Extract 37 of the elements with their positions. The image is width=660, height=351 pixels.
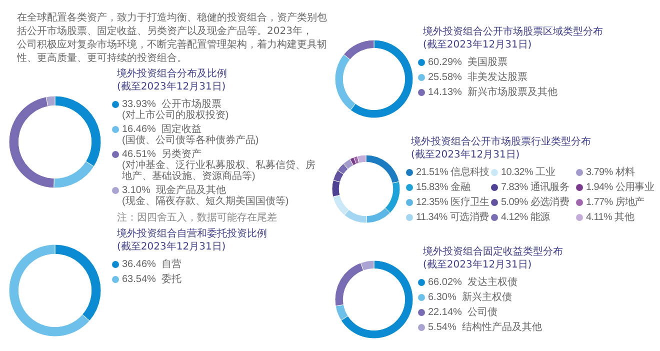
legend-label: 4.12% 能源	[501, 212, 550, 223]
chart-title: 境外投资组合公开市场股票区域类型分布	[422, 26, 603, 38]
text: 注：因四舍五入，数据可能存在尾差	[117, 212, 277, 224]
legend-label: 16.46% 固定收益 (国债、公司债等各种债券产品)	[122, 124, 260, 146]
legend-label: 15.83% 金融	[416, 182, 470, 193]
legend-label: 4.11% 其他	[586, 212, 634, 223]
legend-label: 5.54% 结构性产品及其他	[428, 322, 542, 333]
chart-title: 境外投资组合自营和委托投资比例	[116, 228, 267, 240]
chart-subtitle: (截至2023年12月31日)	[423, 38, 532, 50]
chart-subtitle: (截至2023年12月31日)	[423, 258, 532, 270]
chart-subtitle: (截至2023年12月31日)	[117, 240, 226, 252]
legend-label: 3.10% 现金产品及其他 (现金、隔夜存款、短久期美国国债等)	[122, 185, 290, 207]
chart-subtitle: (截至2023年12月31日)	[411, 148, 520, 160]
legend-label: 11.34% 可选消费	[416, 212, 489, 223]
legend-label: 66.02% 发达主权债	[428, 277, 518, 288]
legend-label: 33.93% 公开市场股票 (对上市公司的股权投资)	[122, 99, 230, 121]
legend-label: 25.58% 非美发达股票	[428, 72, 528, 83]
legend-label: 5.09% 必选消费	[501, 197, 570, 208]
legend-label: 21.51% 信息科技	[416, 167, 490, 178]
legend-label: 6.30% 新兴主权债	[428, 292, 512, 303]
legend-label: 46.51% 另类资产 (对冲基金、泛行业私募股权、私募信贷、房地产、基础设施、资源商品等)	[122, 149, 316, 182]
legend-label: 60.29% 美国股票	[428, 57, 508, 68]
legend-label: 1.77% 房地产	[586, 197, 644, 208]
chart-title: 境外投资组合分布及比例	[116, 68, 227, 80]
legend-label: 22.14% 公司债	[428, 307, 498, 318]
chart-title: 境外投资组合固定收益类型分布	[422, 246, 563, 258]
legend-label: 3.79% 材料	[586, 167, 635, 178]
chart-title: 境外投资组合公开市场股票行业类型分布	[410, 136, 591, 148]
legend-label: 36.46% 自营	[122, 259, 182, 270]
text: 在全球配置各类资产，致力于打造均衡、稳健的投资组合，资产类别包括公开市场股票、固定收益、另类资产以及现金产品等。2023年，公司积极应对复杂市场环境，不断完善配置管理架构，着力构建更具韧性、更高质量、更可持续的投资组合。	[16, 11, 327, 64]
legend-label: 14.13% 新兴市场股票及其他	[428, 87, 558, 98]
legend-label: 1.94% 公用事业	[586, 182, 654, 193]
legend-label: 63.54% 委托	[122, 274, 182, 285]
legend-label: 10.32% 工业	[501, 167, 555, 178]
chart-subtitle: (截至2023年12月31日)	[117, 80, 226, 92]
legend-label: 12.35% 医疗卫生	[416, 197, 490, 208]
legend-label: 7.83% 通讯服务	[501, 182, 570, 193]
